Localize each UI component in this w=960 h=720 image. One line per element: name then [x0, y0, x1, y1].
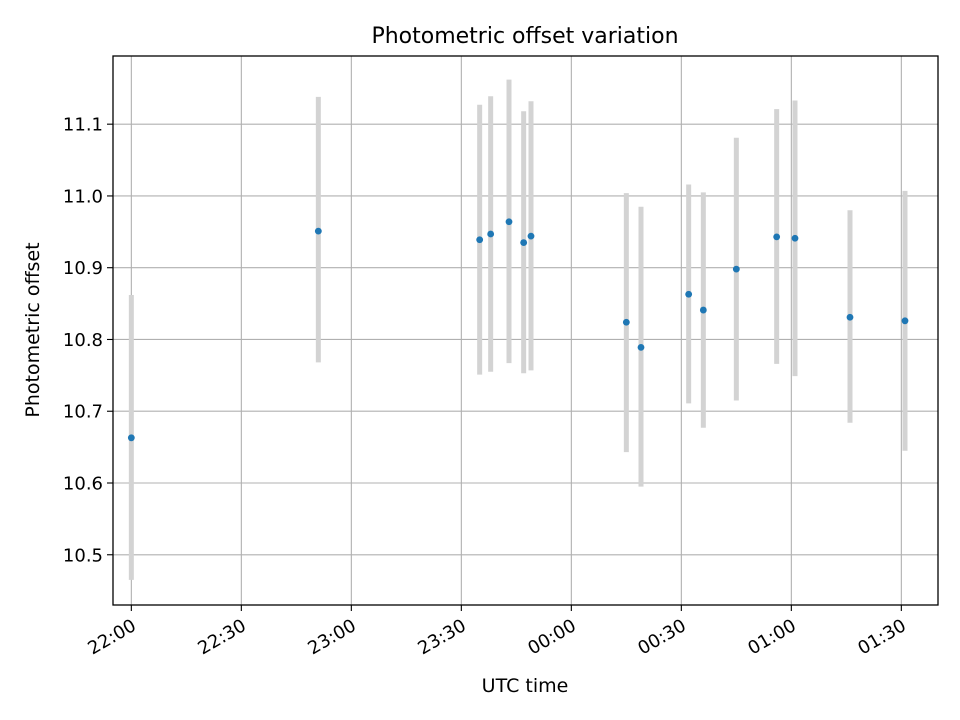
x-axis-label: UTC time: [482, 675, 569, 697]
data-point: [622, 318, 630, 326]
grid: [113, 56, 938, 605]
y-axis: 10.5 10.6 10.7 10.8 10.9 11.0 11.1: [63, 115, 113, 566]
y-tick-label: 10.8: [63, 330, 103, 351]
plot-frame: [112, 55, 939, 606]
data-point: [732, 265, 740, 273]
data-point: [505, 218, 513, 226]
y-tick-label: 10.6: [63, 474, 103, 495]
data-point: [487, 230, 495, 238]
data-point: [685, 290, 693, 298]
data-point: [846, 313, 854, 321]
data-point: [791, 234, 799, 242]
y-tick-label: 11.0: [63, 186, 103, 207]
data-point: [901, 317, 909, 325]
data-point: [314, 227, 322, 235]
y-tick-label: 10.7: [63, 402, 103, 423]
y-tick-label: 10.5: [63, 545, 103, 566]
data-point: [699, 306, 707, 314]
data-point: [520, 239, 528, 246]
y-tick-label: 10.9: [63, 258, 103, 279]
data-point: [476, 236, 484, 244]
data-points: [127, 218, 909, 442]
chart-title: Photometric offset variation: [371, 24, 678, 49]
data-point: [127, 434, 135, 442]
data-point: [773, 233, 781, 241]
data-point: [527, 232, 535, 240]
data-point: [637, 343, 645, 351]
y-axis-label: Photometric offset: [22, 242, 44, 417]
y-tick-label: 11.1: [63, 115, 103, 136]
